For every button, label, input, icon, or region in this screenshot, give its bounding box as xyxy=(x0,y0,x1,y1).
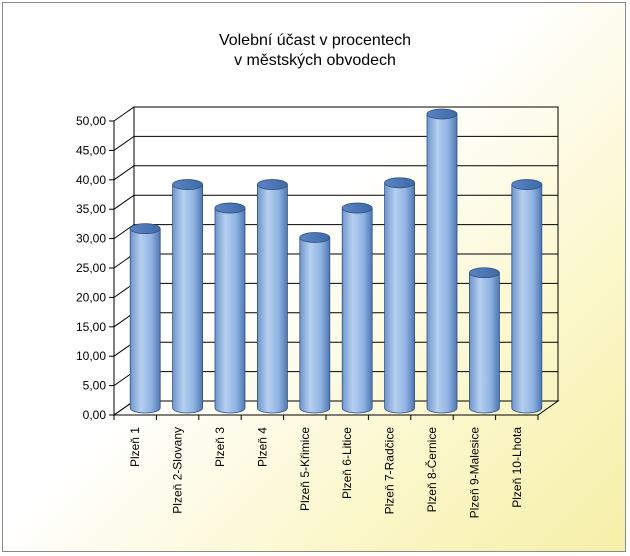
bar-top xyxy=(468,267,500,279)
y-tick-label: 10,00 xyxy=(76,349,106,363)
bar xyxy=(341,202,373,414)
y-tick-label: 45,00 xyxy=(76,143,106,157)
bar xyxy=(511,179,543,414)
bar xyxy=(256,179,288,414)
bar-body xyxy=(426,113,458,414)
gridline-diagonal xyxy=(113,106,135,122)
x-tick-label: Plzeň 10-Lhota xyxy=(510,427,524,508)
bar-top xyxy=(129,223,161,235)
bar-top xyxy=(511,179,543,190)
bar-body xyxy=(257,184,288,414)
bar xyxy=(214,202,246,414)
x-tick-label: Plzeň 5-Křimice xyxy=(298,427,312,511)
bar-body xyxy=(214,207,246,414)
bar xyxy=(129,223,161,414)
bar xyxy=(299,232,331,414)
y-tick-label: 15,00 xyxy=(76,320,106,334)
chart-frame: Volební účast v procentech v městských o… xyxy=(2,2,626,552)
y-tick-label: 40,00 xyxy=(76,173,106,187)
chart-title-line-2: v městských obvodech xyxy=(234,52,396,69)
y-tick-label: 0,00 xyxy=(83,408,107,422)
bar xyxy=(172,179,204,414)
bar xyxy=(468,267,500,414)
bar xyxy=(426,108,458,414)
bar xyxy=(384,177,416,414)
y-tick-label: 35,00 xyxy=(76,202,106,216)
gridline-diagonal xyxy=(113,165,135,181)
bar-body xyxy=(469,272,500,414)
x-tick-label: Plzeň 6-Litice xyxy=(340,427,354,499)
gridline-diagonal xyxy=(113,135,135,151)
bar-body xyxy=(129,228,161,414)
y-tick-label: 25,00 xyxy=(76,261,106,275)
x-tick-label: Plzeň 2-Slovany xyxy=(171,427,185,514)
bar-top xyxy=(341,202,373,214)
bar-body xyxy=(341,207,373,414)
bar-body xyxy=(172,184,203,414)
gridline-diagonal xyxy=(113,194,135,210)
x-tick-label: Plzeň 7-Radčice xyxy=(383,427,397,515)
y-tick-label: 50,00 xyxy=(76,114,106,128)
chart-title: Volební účast v procentech v městských o… xyxy=(3,31,627,71)
y-tick-label: 5,00 xyxy=(83,379,107,393)
bar-top xyxy=(384,177,416,189)
x-tick-label: Plzeň 3 xyxy=(213,427,227,467)
chart-plot: 0,00 5,00 10,00 15,00 20,00 25,00 30,00 35,00 40… xyxy=(76,106,560,519)
x-tick-label: Plzeň 1 xyxy=(128,427,142,467)
y-tick-label: 30,00 xyxy=(76,232,106,246)
bar-body xyxy=(511,184,543,414)
bar-top xyxy=(426,108,458,120)
x-tick-label: Plzeň 9-Malesice xyxy=(467,427,481,519)
chart-title-line-1: Volební účast v procentech xyxy=(218,32,412,49)
bar-body xyxy=(299,237,331,414)
x-tick-label: Plzeň 4 xyxy=(255,427,269,467)
y-tick-label: 20,00 xyxy=(76,290,106,304)
bar-body xyxy=(384,182,415,414)
bar-top xyxy=(256,179,288,190)
bar-top xyxy=(214,202,246,214)
x-tick-label: Plzeň 8-Černice xyxy=(424,427,439,513)
bar-top xyxy=(299,232,331,243)
bar-top xyxy=(172,179,204,190)
